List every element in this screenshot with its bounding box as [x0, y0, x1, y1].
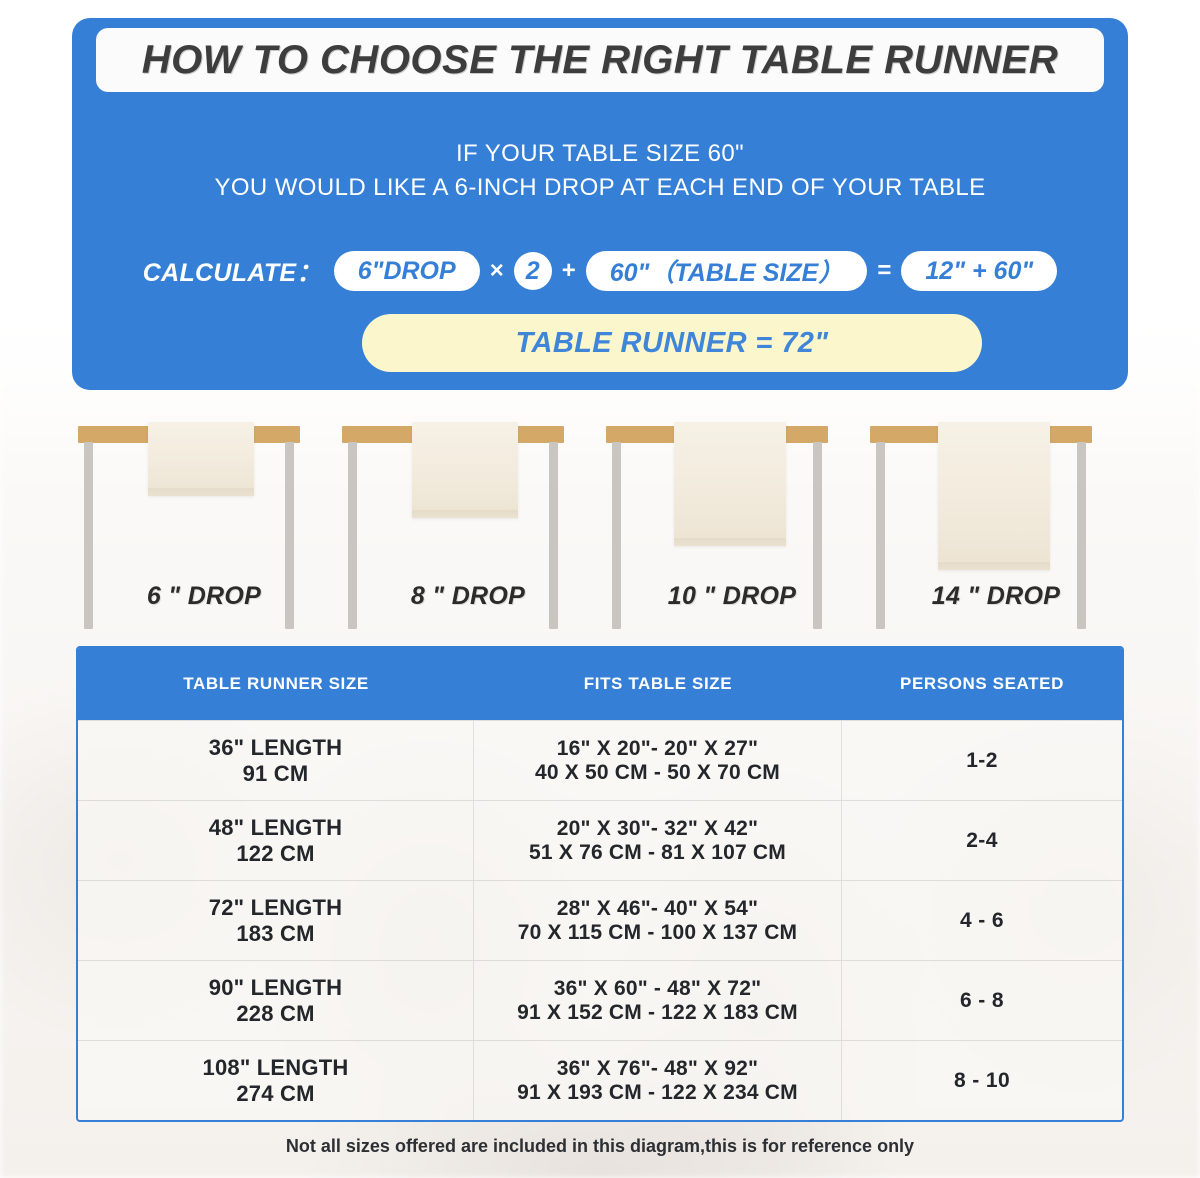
- table-top-left-icon: [606, 426, 682, 443]
- runner-cloth-icon: [148, 422, 254, 496]
- table-row: 48" LENGTH 122 CM 20" X 30"- 32" X 42" 5…: [78, 800, 1122, 880]
- persons-seated-value: 1-2: [966, 748, 998, 772]
- drop-illustration-6: 6 " DROP: [72, 418, 336, 633]
- cell-runner-size: 36" LENGTH 91 CM: [78, 721, 474, 800]
- fits-cm: 51 X 76 CM - 81 X 107 CM: [529, 840, 786, 864]
- table-leg-left-icon: [612, 442, 621, 629]
- sum-pill: 12" + 60": [901, 251, 1058, 291]
- result-pill: TABLE RUNNER = 72": [362, 314, 982, 372]
- table-leg-left-icon: [876, 442, 885, 629]
- runner-length-inches: 72" LENGTH: [208, 894, 343, 920]
- persons-seated-value: 2-4: [966, 828, 998, 852]
- table-row: 72" LENGTH 183 CM 28" X 46"- 40" X 54" 7…: [78, 880, 1122, 960]
- runner-length-inches: 90" LENGTH: [208, 974, 343, 1000]
- runner-cloth-icon: [674, 422, 786, 546]
- table-leg-right-icon: [549, 442, 558, 629]
- drop-illustration-10: 10 " DROP: [600, 418, 864, 633]
- chart-header-row: TABLE RUNNER SIZE FITS TABLE SIZE PERSON…: [78, 648, 1122, 720]
- persons-seated-value: 4 - 6: [959, 908, 1005, 932]
- cell-runner-size: 72" LENGTH 183 CM: [78, 881, 474, 960]
- fits-inches: 20" X 30"- 32" X 42": [556, 816, 759, 840]
- runner-length-inches: 108" LENGTH: [202, 1054, 349, 1080]
- table-leg-right-icon: [285, 442, 294, 629]
- table-leg-left-icon: [348, 442, 357, 629]
- fits-cm: 40 X 50 CM - 50 X 70 CM: [534, 760, 781, 784]
- fits-cm: 91 X 193 CM - 122 X 234 CM: [517, 1080, 798, 1104]
- column-header-runner-size: TABLE RUNNER SIZE: [183, 674, 369, 693]
- multiply-operator: ×: [489, 257, 504, 284]
- cell-runner-size: 90" LENGTH 228 CM: [78, 961, 474, 1040]
- drop-illustrations: 6 " DROP 8 " DROP 10 " DROP 14 " DROP: [72, 418, 1128, 633]
- table-top-left-icon: [78, 426, 154, 443]
- runner-length-cm: 183 CM: [236, 920, 315, 946]
- plus-operator: +: [561, 257, 576, 284]
- runner-length-cm: 274 CM: [236, 1080, 315, 1106]
- table-top-left-icon: [870, 426, 946, 443]
- persons-seated-value: 6 - 8: [959, 988, 1005, 1012]
- cell-persons-seated: 4 - 6: [842, 881, 1122, 960]
- cell-fits-table-size: 20" X 30"- 32" X 42" 51 X 76 CM - 81 X 1…: [474, 801, 842, 880]
- table-top-left-icon: [342, 426, 418, 443]
- cell-fits-table-size: 28" X 46"- 40" X 54" 70 X 115 CM - 100 X…: [474, 881, 842, 960]
- result-text: TABLE RUNNER = 72": [515, 326, 829, 359]
- size-chart: TABLE RUNNER SIZE FITS TABLE SIZE PERSON…: [76, 646, 1124, 1122]
- runner-length-cm: 91 CM: [242, 760, 309, 786]
- table-row: 36" LENGTH 91 CM 16" X 20"- 20" X 27" 40…: [78, 720, 1122, 800]
- title-box: HOW TO CHOOSE THE RIGHT TABLE RUNNER: [96, 28, 1104, 92]
- runner-cloth-icon: [412, 422, 518, 518]
- table-row: 90" LENGTH 228 CM 36" X 60" - 48" X 72" …: [78, 960, 1122, 1040]
- column-header-persons-seated: PERSONS SEATED: [900, 674, 1064, 693]
- page-title: HOW TO CHOOSE THE RIGHT TABLE RUNNER: [141, 37, 1059, 82]
- hero-subtitle-line-1: IF YOUR TABLE SIZE 60": [455, 140, 745, 167]
- calculate-label: CALCULATE：: [142, 259, 322, 287]
- table-row: 108" LENGTH 274 CM 36" X 76"- 48" X 92" …: [78, 1040, 1122, 1120]
- drop-pill: 6"DROP: [333, 251, 480, 291]
- calculation-row: CALCULATE： 6"DROP × 2 + 60"（TABLE SIZE） …: [72, 251, 1128, 291]
- runner-cloth-icon: [938, 422, 1050, 570]
- cell-fits-table-size: 16" X 20"- 20" X 27" 40 X 50 CM - 50 X 7…: [474, 721, 842, 800]
- runner-length-inches: 36" LENGTH: [208, 734, 343, 760]
- cell-persons-seated: 6 - 8: [842, 961, 1122, 1040]
- runner-length-cm: 122 CM: [236, 840, 315, 866]
- fits-inches: 28" X 46"- 40" X 54": [556, 896, 759, 920]
- fits-inches: 16" X 20"- 20" X 27": [556, 736, 759, 760]
- drop-illustration-14: 14 " DROP: [864, 418, 1128, 633]
- hero-panel: HOW TO CHOOSE THE RIGHT TABLE RUNNER IF …: [72, 18, 1128, 390]
- cell-fits-table-size: 36" X 76"- 48" X 92" 91 X 193 CM - 122 X…: [474, 1041, 842, 1120]
- table-leg-right-icon: [1077, 442, 1086, 629]
- multiplier-pill: 2: [513, 252, 552, 290]
- drop-illustration-8: 8 " DROP: [336, 418, 600, 633]
- table-leg-right-icon: [813, 442, 822, 629]
- cell-runner-size: 108" LENGTH 274 CM: [78, 1041, 474, 1120]
- cell-fits-table-size: 36" X 60" - 48" X 72" 91 X 152 CM - 122 …: [474, 961, 842, 1040]
- footnote: Not all sizes offered are included in th…: [285, 1136, 915, 1156]
- persons-seated-value: 8 - 10: [953, 1068, 1011, 1092]
- table-leg-left-icon: [84, 442, 93, 629]
- runner-length-cm: 228 CM: [236, 1000, 315, 1026]
- drop-label: 6 " DROP: [146, 582, 262, 610]
- table-size-pill: 60"（TABLE SIZE）: [585, 251, 868, 291]
- drop-label: 10 " DROP: [667, 582, 797, 610]
- drop-label: 8 " DROP: [410, 582, 526, 610]
- drop-label: 14 " DROP: [931, 582, 1061, 610]
- hero-subtitle-line-2: YOU WOULD LIKE A 6-INCH DROP AT EACH END…: [214, 174, 986, 201]
- equals-operator: =: [877, 257, 892, 284]
- runner-length-inches: 48" LENGTH: [208, 814, 343, 840]
- fits-inches: 36" X 60" - 48" X 72": [553, 976, 762, 1000]
- cell-runner-size: 48" LENGTH 122 CM: [78, 801, 474, 880]
- cell-persons-seated: 8 - 10: [842, 1041, 1122, 1120]
- column-header-fits-table-size: FITS TABLE SIZE: [583, 674, 733, 693]
- cell-persons-seated: 1-2: [842, 721, 1122, 800]
- fits-inches: 36" X 76"- 48" X 92": [556, 1056, 759, 1080]
- fits-cm: 91 X 152 CM - 122 X 183 CM: [517, 1000, 798, 1024]
- cell-persons-seated: 2-4: [842, 801, 1122, 880]
- fits-cm: 70 X 115 CM - 100 X 137 CM: [517, 920, 798, 944]
